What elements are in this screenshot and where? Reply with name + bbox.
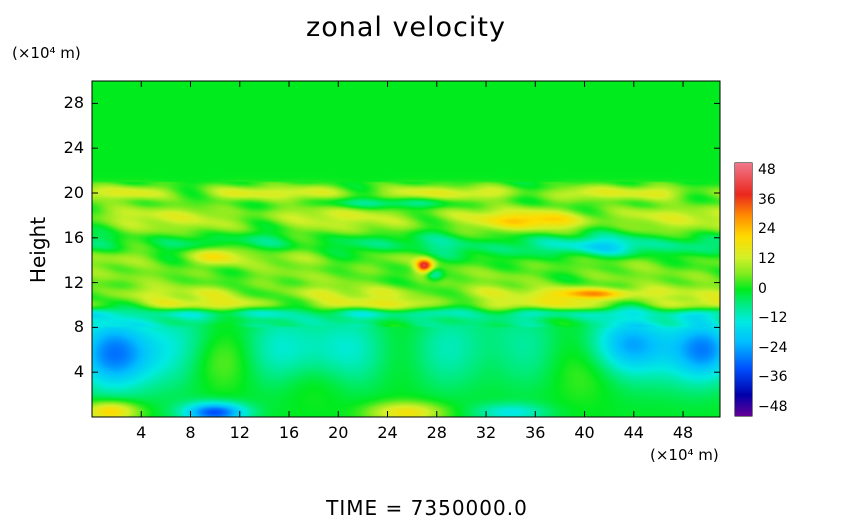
plot-border bbox=[91, 80, 721, 418]
y-tick-label: 8 bbox=[73, 317, 84, 337]
colorbar-tick-label: −24 bbox=[758, 339, 788, 356]
x-tick-label: 44 bbox=[623, 423, 644, 442]
x-tick-label: 36 bbox=[525, 423, 546, 442]
time-label: TIME = 7350000.0 bbox=[326, 496, 528, 520]
x-axis-unit: (×10⁴ m) bbox=[650, 446, 719, 464]
x-tick-label: 12 bbox=[229, 423, 250, 442]
x-tick-label: 4 bbox=[136, 423, 147, 442]
x-tick-label: 40 bbox=[574, 423, 595, 442]
x-tick-label: 28 bbox=[426, 423, 447, 442]
colorbar-tick-label: 0 bbox=[758, 280, 767, 297]
x-tick-label: 48 bbox=[672, 423, 694, 442]
x-tick-label: 24 bbox=[377, 423, 398, 442]
y-tick-label: 28 bbox=[63, 93, 84, 113]
colorbar-tick-label: −48 bbox=[758, 399, 788, 415]
x-tick-label: 16 bbox=[278, 423, 300, 442]
y-tick-label: 20 bbox=[63, 183, 84, 202]
heatmap-plot bbox=[92, 81, 720, 417]
colorbar-tick-label: −36 bbox=[758, 369, 788, 386]
y-tick-label: 24 bbox=[63, 138, 84, 158]
y-tick-label: 16 bbox=[63, 227, 84, 247]
x-tick-label: 20 bbox=[328, 423, 349, 442]
colorbar-tick-label: 36 bbox=[758, 191, 776, 208]
y-tick-label: 12 bbox=[63, 272, 84, 292]
colorbar-tick-label: −12 bbox=[758, 310, 788, 327]
y-axis-unit: (×10⁴ m) bbox=[12, 44, 81, 62]
y-tick-label: 4 bbox=[73, 362, 84, 382]
x-tick-label: 32 bbox=[475, 423, 497, 442]
x-tick-label: 8 bbox=[185, 423, 196, 442]
colorbar-tick-label: 48 bbox=[758, 162, 776, 178]
chart-title: zonal velocity bbox=[306, 12, 506, 43]
colorbar-tick-label: 12 bbox=[758, 250, 776, 267]
colorbar-tick-label: 24 bbox=[758, 221, 776, 238]
colorbar bbox=[735, 163, 752, 416]
